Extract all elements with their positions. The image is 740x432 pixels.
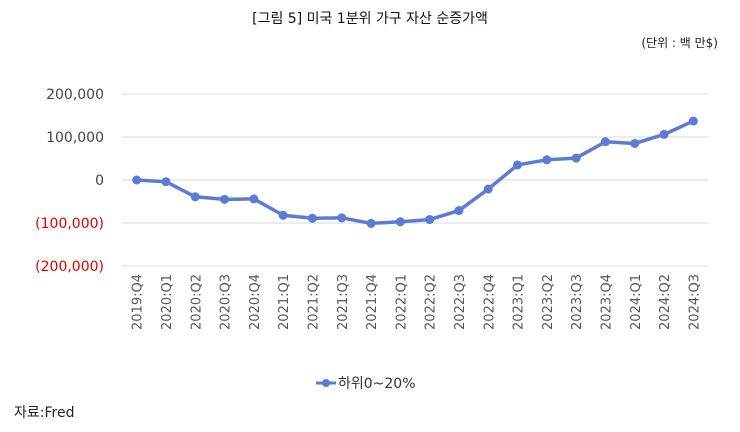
- unit-label: (단위 : 백 만$): [641, 36, 718, 50]
- data-point: [249, 194, 259, 204]
- data-point: [132, 175, 142, 185]
- y-tick-label: 100,000: [46, 130, 104, 146]
- x-tick-label: 2023:Q4: [599, 274, 614, 330]
- x-tick-label: 2023:Q2: [541, 274, 556, 330]
- legend-dot-marker: [322, 379, 330, 387]
- y-tick-label: 200,000: [46, 87, 104, 103]
- x-tick-label: 2020:Q4: [248, 274, 263, 330]
- data-point: [483, 184, 493, 194]
- x-tick-label: 2021:Q4: [365, 274, 380, 330]
- x-tick-label: 2022:Q3: [453, 274, 468, 330]
- x-tick-label: 2021:Q2: [306, 274, 321, 330]
- data-point: [161, 177, 171, 187]
- y-tick-label: (100,000): [35, 216, 104, 232]
- x-tick-label: 2020:Q2: [189, 274, 204, 330]
- x-tick-label: 2020:Q1: [160, 274, 175, 330]
- data-point: [395, 217, 405, 227]
- x-tick-label: 2023:Q1: [512, 274, 527, 330]
- x-tick-label: 2024:Q1: [629, 274, 644, 330]
- data-point: [190, 192, 200, 202]
- x-tick-label: 2022:Q1: [394, 274, 409, 330]
- x-tick-label: 2019:Q4: [131, 274, 146, 330]
- data-point: [337, 213, 347, 223]
- chart-title: [그림 5] 미국 1분위 가구 자산 순증가액: [252, 11, 488, 27]
- data-point: [630, 138, 640, 148]
- x-tick-label: 2024:Q3: [687, 274, 702, 330]
- data-point: [307, 213, 317, 223]
- data-point: [278, 210, 288, 220]
- y-tick-label: (200,000): [35, 259, 104, 275]
- data-point: [688, 116, 698, 126]
- data-point: [600, 137, 610, 147]
- x-tick-label: 2022:Q4: [482, 274, 497, 330]
- source-note: 자료:Fred: [14, 405, 75, 421]
- data-point: [425, 215, 435, 225]
- legend: 하위0~20%: [316, 376, 416, 392]
- data-point: [571, 153, 581, 163]
- data-point: [659, 129, 669, 139]
- x-tick-label: 2021:Q3: [336, 274, 351, 330]
- data-point: [220, 194, 230, 204]
- data-point: [366, 218, 376, 228]
- x-tick-label: 2020:Q3: [219, 274, 234, 330]
- data-point: [454, 206, 464, 216]
- x-tick-label: 2021:Q1: [277, 274, 292, 330]
- data-point: [513, 160, 523, 170]
- x-tick-label: 2023:Q3: [570, 274, 585, 330]
- x-tick-label: 2024:Q2: [658, 274, 673, 330]
- data-point: [542, 155, 552, 165]
- series-line: [134, 119, 696, 226]
- y-tick-label: 0: [95, 173, 104, 189]
- x-tick-label: 2022:Q2: [424, 274, 439, 330]
- legend-label: 하위0~20%: [338, 376, 416, 392]
